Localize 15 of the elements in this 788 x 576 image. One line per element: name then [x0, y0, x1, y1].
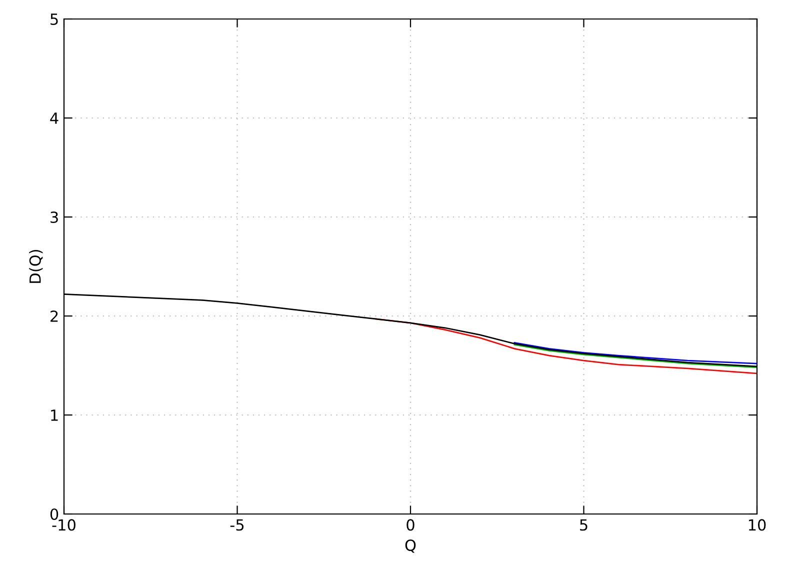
x-axis-title: Q	[405, 539, 416, 553]
y-tick-label: 0	[50, 508, 58, 520]
y-tick-label: 2	[50, 310, 58, 322]
y-tick-label: 5	[50, 14, 58, 26]
x-tick-label: -5	[230, 519, 244, 531]
y-tick-label: 3	[50, 211, 58, 224]
x-tick-label: 0	[406, 519, 414, 531]
y-axis-title: D(Q)	[29, 250, 43, 283]
x-tick-label: 10	[748, 519, 766, 531]
y-tick-label: 4	[50, 112, 58, 124]
y-tick-label: 1	[51, 410, 58, 421]
x-tick-label: 5	[580, 519, 588, 531]
x-tick-label: -10	[52, 519, 76, 531]
line-series	[514, 342, 757, 364]
line-series	[514, 344, 757, 368]
